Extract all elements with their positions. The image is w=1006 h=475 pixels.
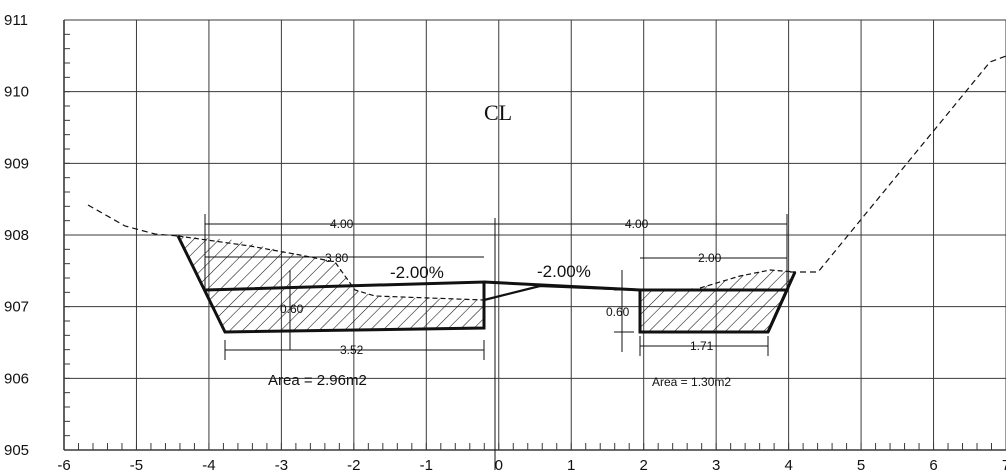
x-tick-label: 1 bbox=[567, 457, 575, 474]
minor-tick-marks bbox=[63, 19, 1006, 451]
x-tick-label: 6 bbox=[929, 457, 937, 474]
x-tick-label: 7 bbox=[1002, 457, 1006, 474]
x-tick-label: -5 bbox=[130, 457, 143, 474]
y-tick-label: 906 bbox=[4, 370, 29, 387]
x-tick-label: -1 bbox=[420, 457, 433, 474]
right-depth-label: 0.60 bbox=[606, 305, 630, 319]
y-tick-label: 910 bbox=[4, 84, 29, 101]
existing-ground-right-line bbox=[790, 55, 1006, 273]
left-area-label: Area = 2.96m2 bbox=[268, 372, 367, 389]
right-bottom-width-label: 1.71 bbox=[690, 339, 714, 353]
x-tick-label: 2 bbox=[640, 457, 648, 474]
x-tick-label: -4 bbox=[202, 457, 215, 474]
right-slope-label: -2.00% bbox=[537, 262, 591, 281]
centerline-label: CL bbox=[484, 100, 512, 125]
y-tick-label: 905 bbox=[4, 442, 29, 459]
x-tick-label: -3 bbox=[275, 457, 288, 474]
right-top-width-label: 4.00 bbox=[625, 217, 649, 231]
left-depth-label: 0.60 bbox=[280, 302, 304, 316]
right-inner-width-label: 2.00 bbox=[698, 251, 722, 265]
left-bottom-width-label: 3.52 bbox=[340, 343, 364, 357]
y-tick-label: 909 bbox=[4, 155, 29, 172]
left-cut-profile-dashed bbox=[177, 235, 485, 301]
y-axis-tick-labels: 905 906 907 908 909 910 911 bbox=[4, 12, 29, 459]
x-tick-label: -2 bbox=[347, 457, 360, 474]
right-excavation-hatch bbox=[640, 270, 795, 332]
left-excavation-hatch bbox=[178, 236, 484, 332]
center-wedge-line bbox=[483, 284, 641, 302]
x-tick-label: 0 bbox=[495, 457, 503, 474]
right-side-slope-line bbox=[766, 271, 797, 333]
x-axis-tick-labels: -6 -5 -4 -3 -2 -1 0 1 2 3 4 5 6 7 bbox=[57, 457, 1006, 474]
left-pavement-outline bbox=[176, 235, 486, 334]
existing-ground-left-line bbox=[87, 204, 179, 237]
right-cut-profile-dashed bbox=[699, 269, 796, 289]
left-inner-width-label: 3.80 bbox=[325, 251, 349, 265]
x-tick-label: 4 bbox=[784, 457, 792, 474]
y-tick-label: 908 bbox=[4, 227, 29, 244]
x-tick-label: 5 bbox=[857, 457, 865, 474]
left-slope-label: -2.00% bbox=[390, 263, 444, 282]
y-tick-label: 907 bbox=[4, 299, 29, 316]
y-tick-label: 911 bbox=[4, 12, 28, 29]
x-tick-label: 3 bbox=[712, 457, 720, 474]
left-top-width-label: 4.00 bbox=[330, 217, 354, 231]
right-area-label: Area = 1.30m2 bbox=[652, 375, 731, 389]
x-tick-label: -6 bbox=[57, 457, 70, 474]
